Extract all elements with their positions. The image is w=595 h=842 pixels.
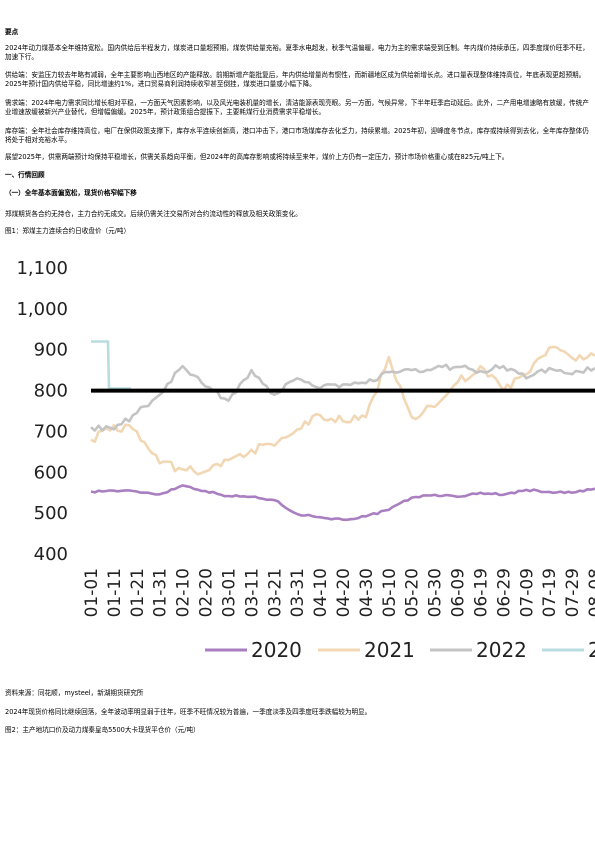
x-tick-label: 01-31: [151, 568, 171, 617]
x-tick-label: 01-01: [82, 568, 102, 617]
supply-paragraph: 供给端：安监压力较去年略有减弱，全年主要影响山西地区的产能释放。前期新增产能批复…: [5, 71, 586, 89]
chart-legend: 2020 2021 2022 2023: [205, 638, 595, 662]
x-tick-label: 03-21: [265, 568, 285, 617]
series-line-2021: [90, 345, 595, 476]
legend-label: 2023: [588, 638, 595, 662]
x-tick-label: 07-29: [563, 568, 583, 617]
figure-2-caption: 图2：主产地坑口价及动力煤秦皇岛5500大卡现货平仓价（元/吨）: [5, 726, 200, 734]
x-tick-label: 08-08: [586, 568, 595, 617]
legend-label: 2022: [476, 638, 527, 662]
section-heading: 一、行情回顾: [5, 171, 45, 179]
y-tick-label: 400: [34, 544, 68, 565]
x-tick-label: 07-09: [517, 568, 537, 617]
x-tick-label: 05-20: [403, 568, 423, 617]
source-note: 资料来源：同花顺，mysteel，新湖期货研究所: [5, 689, 144, 697]
figure-1-caption: 图1：郑煤主力连续合约日收盘价（元/吨）: [5, 227, 131, 235]
series-lines: [90, 340, 595, 522]
x-tick-label: 03-01: [219, 568, 239, 617]
x-tick-label: 02-20: [197, 568, 217, 617]
x-tick-label: 04-10: [311, 568, 331, 617]
y-tick-label: 800: [34, 381, 68, 402]
series-line-2020: [90, 484, 595, 522]
x-tick-label: 04-30: [357, 568, 377, 617]
summary-paragraph: 2024年动力煤基本全年维持宽松。国内供给后半程发力，煤炭进口量超预期，煤炭供给…: [5, 44, 589, 62]
spot-paragraph: 2024年现货价格同比继续回落，全年波动率明显弱于往年，旺季不旺情况较为普遍，一…: [5, 708, 372, 716]
outlook-paragraph: 展望2025年，供需两端预计均保持平稳增长，供需关系趋向平衡，但2024年的高库…: [5, 153, 509, 161]
series-line-2022: [90, 363, 595, 432]
inventory-paragraph: 库存端：全年社会库存维持高位，电厂在保供政策支撑下，库存水平连续创新高，港口冲击…: [5, 127, 589, 145]
y-tick-label: 700: [34, 421, 68, 442]
y-tick-label: 900: [34, 340, 68, 361]
x-tick-label: 03-11: [242, 568, 262, 617]
x-tick-label: 07-19: [540, 568, 560, 617]
x-tick-label: 05-10: [380, 568, 400, 617]
x-tick-label: 05-30: [426, 568, 446, 617]
series-line-2023: [91, 340, 131, 390]
x-tick-label: 06-09: [449, 568, 469, 617]
y-tick-label: 1,100: [16, 258, 68, 279]
x-tick-label: 01-11: [105, 568, 125, 617]
demand-paragraph: 需求端：2024年电力需求同比增长相对平稳，一方面天气因素影响，以及风光电装机量…: [5, 99, 589, 117]
x-tick-label: 03-31: [288, 568, 308, 617]
y-axis: 400 500 600 700 800 900 1,000 1,100: [16, 258, 68, 565]
y-tick-label: 1,000: [16, 299, 68, 320]
x-tick-label: 01-21: [128, 568, 148, 617]
y-tick-label: 500: [34, 503, 68, 524]
x-axis: 01-01 01-11 01-21 01-31 02-10 02-20 03-01 03-11…: [82, 568, 595, 617]
x-tick-label: 06-29: [494, 568, 514, 617]
x-tick-label: 06-19: [471, 568, 491, 617]
x-tick-label: 02-10: [174, 568, 194, 617]
legend-label: 2020: [251, 638, 302, 662]
legend-label: 2021: [364, 638, 415, 662]
y-tick-label: 600: [34, 462, 68, 483]
x-tick-label: 04-20: [334, 568, 354, 617]
futures-paragraph: 郑煤期货各合约无持仓，主力合约无成交。后续仍需关注交易所对合约流动性的释放及相关…: [5, 210, 302, 218]
subsection-heading: （一）全年基本面偏宽松，现货价格窄幅下移: [5, 189, 137, 197]
page-heading: 要点: [5, 28, 19, 36]
